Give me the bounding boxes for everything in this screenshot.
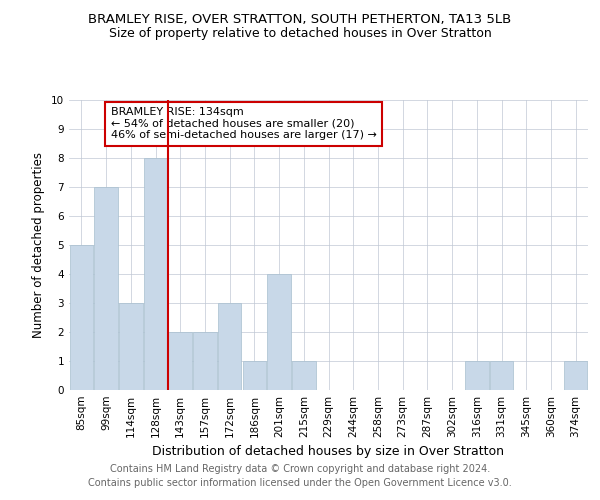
Text: Size of property relative to detached houses in Over Stratton: Size of property relative to detached ho… [109, 28, 491, 40]
Bar [119, 303, 143, 390]
Text: BRAMLEY RISE, OVER STRATTON, SOUTH PETHERTON, TA13 5LB: BRAMLEY RISE, OVER STRATTON, SOUTH PETHE… [88, 12, 512, 26]
Bar [268, 274, 291, 390]
Bar [144, 158, 167, 390]
Bar [564, 361, 587, 390]
Text: BRAMLEY RISE: 134sqm
← 54% of detached houses are smaller (20)
46% of semi-detac: BRAMLEY RISE: 134sqm ← 54% of detached h… [110, 108, 376, 140]
Bar [292, 361, 316, 390]
Bar [465, 361, 488, 390]
Bar [70, 245, 93, 390]
Y-axis label: Number of detached properties: Number of detached properties [32, 152, 46, 338]
Bar [169, 332, 192, 390]
Bar [94, 187, 118, 390]
Bar [490, 361, 513, 390]
Bar [193, 332, 217, 390]
Bar [218, 303, 241, 390]
Bar [242, 361, 266, 390]
Text: Contains HM Land Registry data © Crown copyright and database right 2024.
Contai: Contains HM Land Registry data © Crown c… [88, 464, 512, 487]
X-axis label: Distribution of detached houses by size in Over Stratton: Distribution of detached houses by size … [152, 446, 505, 458]
